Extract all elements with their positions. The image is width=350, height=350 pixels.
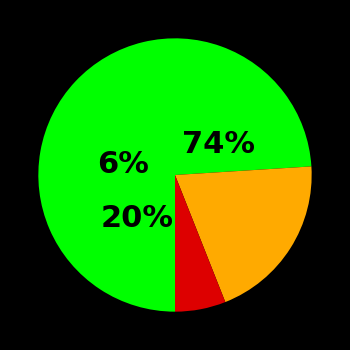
Text: 74%: 74%: [182, 131, 255, 160]
Wedge shape: [175, 175, 225, 312]
Wedge shape: [175, 166, 312, 302]
Wedge shape: [38, 38, 312, 312]
Text: 20%: 20%: [100, 204, 173, 233]
Text: 6%: 6%: [97, 149, 149, 178]
